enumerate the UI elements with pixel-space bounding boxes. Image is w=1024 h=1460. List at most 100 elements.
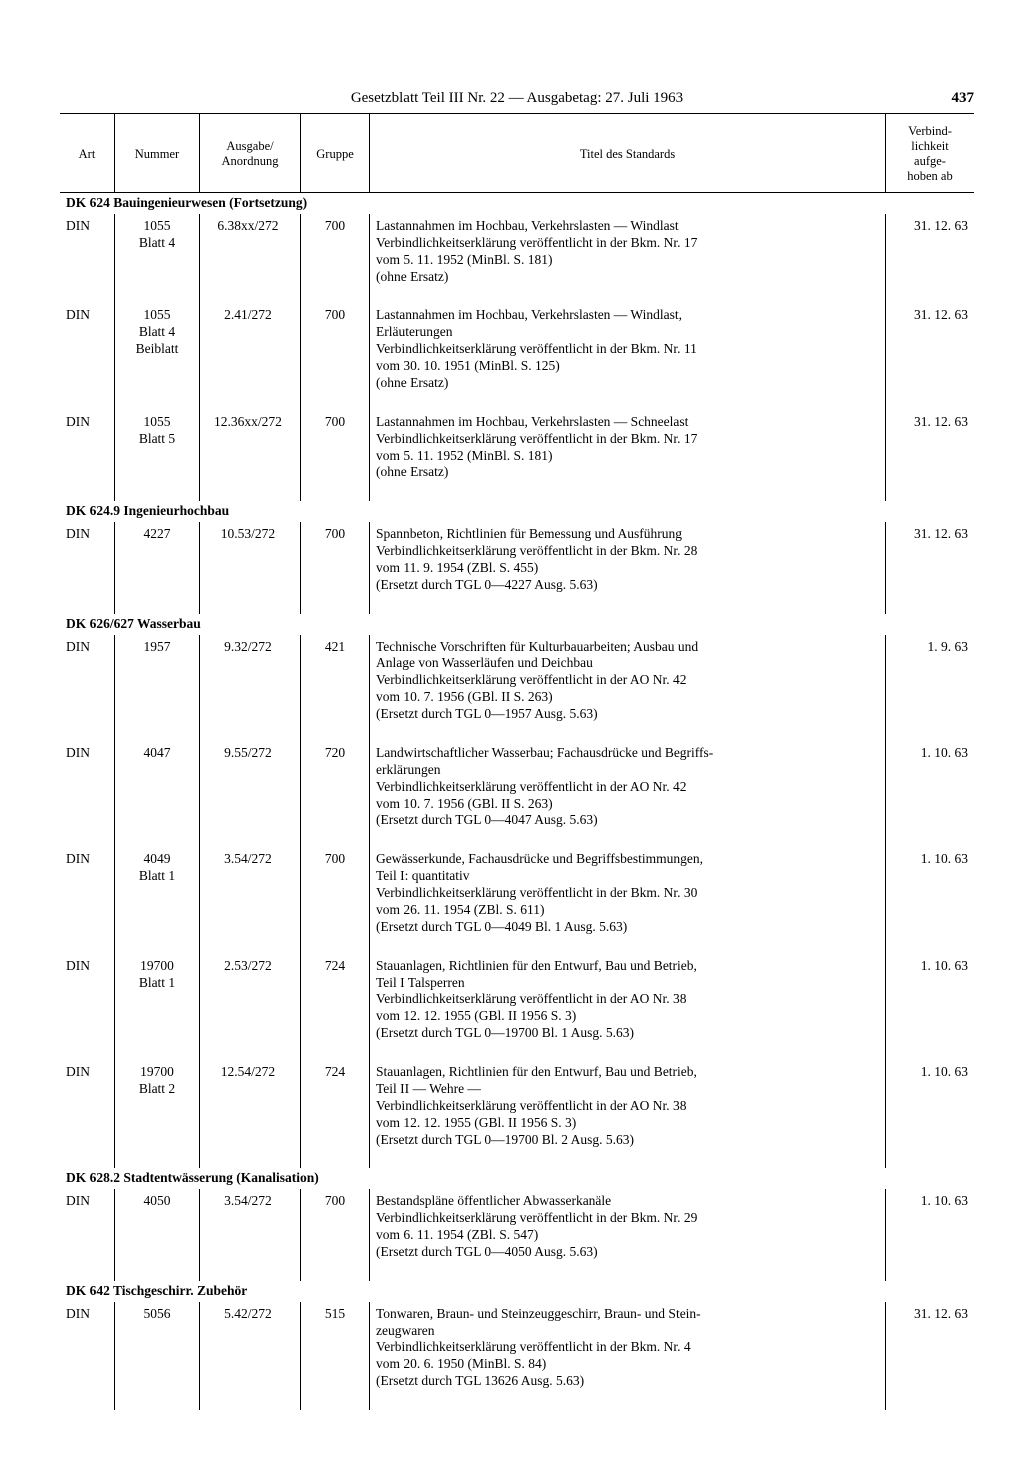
section-heading: DK 624.9 Ingenieurhochbau (60, 501, 974, 522)
cell-gruppe: 421 (301, 635, 370, 725)
spacer-cell (370, 831, 886, 849)
spacer-cell (886, 596, 975, 614)
spacer-cell (301, 287, 370, 305)
cell-art: DIN (60, 635, 115, 725)
spacer-cell (60, 596, 115, 614)
cell-date: 1. 10. 63 (886, 743, 975, 831)
cell-titel: Technische Vorschriften für Kulturbauarb… (370, 635, 886, 725)
spacer-cell (60, 725, 115, 743)
cell-nummer: 5056 (115, 1302, 200, 1392)
spacer-cell (370, 1263, 886, 1281)
spacer-cell (370, 1392, 886, 1410)
table-body: DK 624 Bauingenieurwesen (Fortsetzung)DI… (60, 193, 974, 1411)
table-row: DIN50565.42/272515Tonwaren, Braun- und S… (60, 1302, 974, 1392)
cell-ausgabe: 2.53/272 (200, 956, 301, 1044)
spacer-cell (301, 1392, 370, 1410)
table-row: DIN19700 Blatt 12.53/272724Stauanlagen, … (60, 956, 974, 1044)
col-header-ausgabe: Ausgabe/ Anordnung (200, 114, 301, 193)
cell-date: 31. 12. 63 (886, 305, 975, 393)
spacer-cell (60, 1044, 115, 1062)
spacer-cell (200, 1392, 301, 1410)
spacer-cell (886, 394, 975, 412)
cell-nummer: 1957 (115, 635, 200, 725)
cell-ausgabe: 12.36xx/272 (200, 412, 301, 484)
spacer-cell (886, 938, 975, 956)
spacer-cell (60, 1392, 115, 1410)
cell-gruppe: 720 (301, 743, 370, 831)
cell-titel: Landwirtschaftlicher Wasserbau; Fachausd… (370, 743, 886, 831)
spacer-cell (115, 1150, 200, 1168)
spacer-cell (200, 287, 301, 305)
cell-date: 1. 10. 63 (886, 849, 975, 937)
cell-ausgabe: 3.54/272 (200, 849, 301, 937)
spacer-cell (370, 596, 886, 614)
spacer-cell (115, 1392, 200, 1410)
cell-art: DIN (60, 743, 115, 831)
spacer-cell (301, 1263, 370, 1281)
cell-gruppe: 700 (301, 412, 370, 484)
spacer-cell (370, 1150, 886, 1168)
cell-gruppe: 700 (301, 1189, 370, 1263)
cell-art: DIN (60, 1302, 115, 1392)
spacer-cell (115, 287, 200, 305)
cell-date: 1. 10. 63 (886, 1189, 975, 1263)
spacer-cell (115, 831, 200, 849)
cell-date: 31. 12. 63 (886, 522, 975, 596)
spacer-cell (200, 831, 301, 849)
cell-date: 1. 10. 63 (886, 956, 975, 1044)
cell-art: DIN (60, 412, 115, 484)
table-row: DIN40503.54/272700Bestandspläne öffentli… (60, 1189, 974, 1263)
cell-ausgabe: 10.53/272 (200, 522, 301, 596)
cell-art: DIN (60, 522, 115, 596)
cell-gruppe: 724 (301, 956, 370, 1044)
spacer-cell (200, 483, 301, 501)
spacer-cell (200, 1150, 301, 1168)
spacer-cell (370, 1044, 886, 1062)
spacer-cell (301, 596, 370, 614)
cell-art: DIN (60, 849, 115, 937)
cell-art: DIN (60, 305, 115, 393)
page-header: Gesetzblatt Teil III Nr. 22 — Ausgabetag… (60, 90, 974, 114)
cell-ausgabe: 5.42/272 (200, 1302, 301, 1392)
table-row: DIN1055 Blatt 4 Beiblatt2.41/272700Lasta… (60, 305, 974, 393)
spacer-cell (200, 725, 301, 743)
spacer-cell (200, 596, 301, 614)
spacer-cell (115, 725, 200, 743)
cell-titel: Stauanlagen, Richtlinien für den Entwurf… (370, 1062, 886, 1150)
spacer-cell (115, 1263, 200, 1281)
cell-ausgabe: 9.32/272 (200, 635, 301, 725)
col-header-nummer: Nummer (115, 114, 200, 193)
spacer-cell (60, 483, 115, 501)
page-number: 437 (914, 90, 974, 107)
spacer-cell (301, 831, 370, 849)
spacer-cell (60, 394, 115, 412)
cell-titel: Gewässerkunde, Fachausdrücke und Begriff… (370, 849, 886, 937)
spacer-cell (370, 938, 886, 956)
cell-art: DIN (60, 214, 115, 288)
cell-nummer: 1055 Blatt 4 Beiblatt (115, 305, 200, 393)
spacer-cell (370, 394, 886, 412)
cell-art: DIN (60, 1189, 115, 1263)
standards-table: Art Nummer Ausgabe/ Anordnung Gruppe Tit… (60, 114, 974, 1410)
table-row: DIN19579.32/272421Technische Vorschrifte… (60, 635, 974, 725)
cell-titel: Tonwaren, Braun- und Steinzeuggeschirr, … (370, 1302, 886, 1392)
cell-gruppe: 700 (301, 214, 370, 288)
spacer-cell (301, 1044, 370, 1062)
cell-art: DIN (60, 1062, 115, 1150)
table-head: Art Nummer Ausgabe/ Anordnung Gruppe Tit… (60, 114, 974, 193)
page: Gesetzblatt Teil III Nr. 22 — Ausgabetag… (0, 0, 1024, 1460)
cell-ausgabe: 2.41/272 (200, 305, 301, 393)
cell-nummer: 4050 (115, 1189, 200, 1263)
spacer-cell (886, 1044, 975, 1062)
spacer-cell (301, 394, 370, 412)
spacer-cell (301, 938, 370, 956)
cell-nummer: 19700 Blatt 1 (115, 956, 200, 1044)
cell-gruppe: 515 (301, 1302, 370, 1392)
cell-nummer: 4047 (115, 743, 200, 831)
table-row: DIN4049 Blatt 13.54/272700Gewässerkunde,… (60, 849, 974, 937)
section-heading: DK 642 Tischgeschirr. Zubehör (60, 1281, 974, 1302)
col-header-titel: Titel des Standards (370, 114, 886, 193)
spacer-cell (200, 1044, 301, 1062)
col-header-art: Art (60, 114, 115, 193)
spacer-cell (115, 1044, 200, 1062)
